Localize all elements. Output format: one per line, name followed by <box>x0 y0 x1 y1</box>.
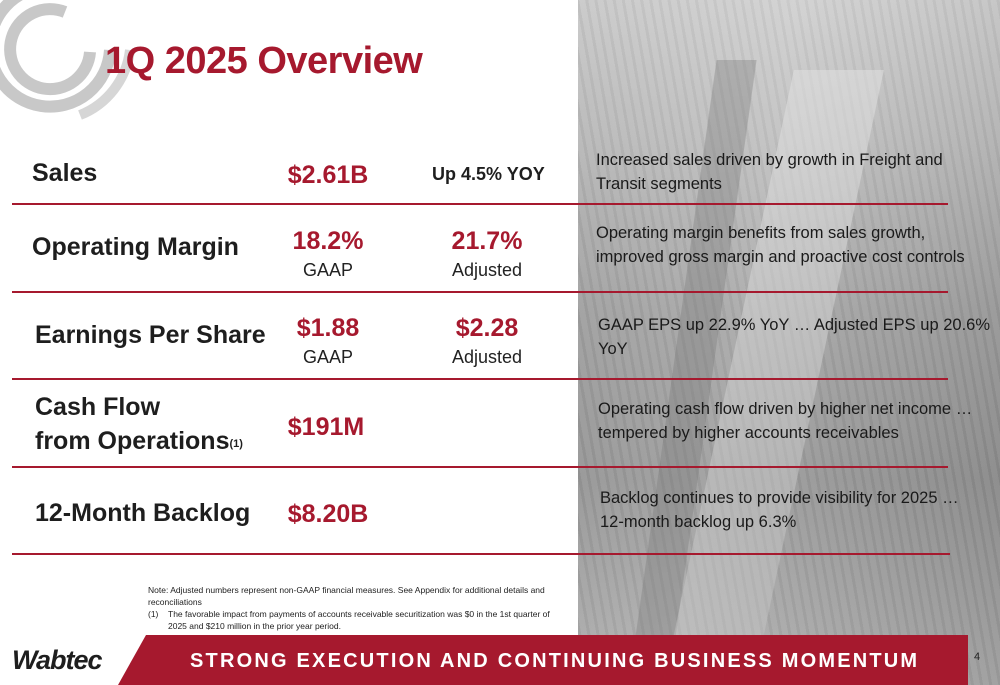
cash-flow-label-line-2-text: from Operations <box>35 427 230 455</box>
page-number: 4 <box>974 651 981 663</box>
footer-banner <box>118 635 968 685</box>
eps-label: Earnings Per Share <box>35 321 266 349</box>
eps-description: GAAP EPS up 22.9% YoY … Adjusted EPS up … <box>598 313 990 361</box>
eps-adjusted-block: $2.28 Adjusted <box>427 313 547 371</box>
sales-value: $2.61B <box>287 161 369 189</box>
operating-margin-desc-line-2: improved gross margin and proactive cost… <box>596 248 965 266</box>
eps-desc-line-1: GAAP EPS up 22.9% YoY … Adjusted EPS up … <box>598 316 990 334</box>
sales-desc-line-1: Increased sales driven by growth in Frei… <box>596 151 943 169</box>
backlog-desc-line-1: Backlog continues to provide visibility … <box>600 489 959 507</box>
eps-gaap-value: $1.88 <box>296 314 360 342</box>
eps-gaap-block: $1.88 GAAP <box>268 313 388 371</box>
row-divider <box>12 203 948 205</box>
cash-flow-footnote-ref: (1) <box>229 438 243 450</box>
background-photo-rail-yard <box>578 0 1000 685</box>
cash-flow-value: $191M <box>287 413 365 441</box>
cash-flow-description: Operating cash flow driven by higher net… <box>598 397 972 445</box>
backlog-value-block: $8.20B <box>268 499 388 529</box>
footnote-text: The favorable impact from payments of ac… <box>168 609 550 631</box>
sales-value-block: $2.61B <box>268 160 388 190</box>
operating-margin-adjusted-label: Adjusted <box>451 260 523 280</box>
wabtec-logo: Wabtec <box>12 645 103 675</box>
cash-flow-desc-line-1: Operating cash flow driven by higher net… <box>598 400 973 418</box>
sales-desc-line-2: Transit segments <box>596 175 722 193</box>
operating-margin-description: Operating margin benefits from sales gro… <box>596 221 965 269</box>
slide-title: 1Q 2025 Overview <box>105 40 423 82</box>
eps-gaap-label: GAAP <box>302 347 354 367</box>
operating-margin-adjusted-block: 21.7% Adjusted <box>427 226 547 284</box>
cash-flow-desc-line-2: tempered by higher accounts receivables <box>598 424 899 442</box>
footnote-key: (1) <box>148 609 159 619</box>
cash-flow-label-line-2: from Operations(1) <box>35 424 243 463</box>
note-text: Note: Adjusted numbers represent non-GAA… <box>148 585 545 607</box>
operating-margin-desc-line-1: Operating margin benefits from sales gro… <box>596 224 926 242</box>
cash-flow-label: Cash Flow from Operations(1) <box>35 390 243 463</box>
sales-description: Increased sales driven by growth in Frei… <box>596 148 943 196</box>
operating-margin-gaap-value: 18.2% <box>292 227 364 255</box>
backlog-label: 12-Month Backlog <box>35 499 251 527</box>
footnotes: Note: Adjusted numbers represent non-GAA… <box>148 584 568 632</box>
cash-flow-value-block: $191M <box>266 412 386 442</box>
backlog-value: $8.20B <box>287 500 369 528</box>
cash-flow-label-line-1: Cash Flow <box>35 393 161 421</box>
backlog-desc-line-2: 12-month backlog up 6.3% <box>600 513 797 531</box>
backlog-description: Backlog continues to provide visibility … <box>600 486 959 534</box>
eps-adjusted-label: Adjusted <box>451 347 523 367</box>
footnote-1: (1) The favorable impact from payments o… <box>148 608 568 632</box>
row-divider <box>12 466 948 468</box>
row-divider <box>12 553 950 555</box>
wabtec-mark-icon <box>0 0 135 120</box>
operating-margin-gaap-block: 18.2% GAAP <box>268 226 388 284</box>
operating-margin-gaap-label: GAAP <box>302 260 354 280</box>
sales-yoy: Up 4.5% YOY <box>432 164 545 184</box>
sales-label: Sales <box>32 159 98 187</box>
operating-margin-label: Operating Margin <box>32 233 239 261</box>
eps-adjusted-value: $2.28 <box>455 314 519 342</box>
eps-desc-line-2: YoY <box>598 340 628 358</box>
operating-margin-adjusted-value: 21.7% <box>451 227 523 255</box>
row-divider <box>12 378 948 380</box>
row-divider <box>12 291 948 293</box>
footer-banner-text: STRONG EXECUTION AND CONTINUING BUSINESS… <box>190 650 920 672</box>
